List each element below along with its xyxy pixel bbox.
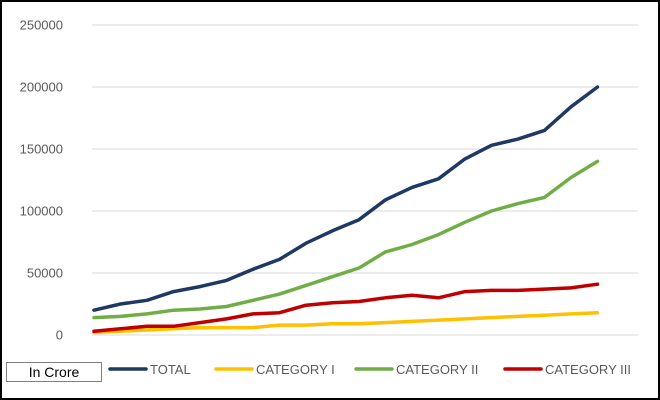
series-line-category-i (92, 310, 600, 335)
unit-label: In Crore (6, 362, 102, 382)
series-line-category-ii (92, 159, 600, 320)
gridlines (92, 24, 638, 336)
y-tick-label: 50000 (27, 266, 63, 281)
legend-label-category-iii: CATEGORY III (545, 362, 631, 377)
legend-label-total: TOTAL (150, 362, 191, 377)
y-tick-label: 200000 (20, 80, 63, 95)
y-tick-label: 0 (56, 328, 63, 343)
y-tick-label: 250000 (20, 18, 63, 33)
series-line-total (92, 85, 600, 312)
legend-label-category-i: CATEGORY I (256, 362, 335, 377)
y-tick-label: 150000 (20, 142, 63, 157)
series-line-category-iii (92, 282, 600, 334)
legend: TOTAL CATEGORY I CATEGORY II CATEGORY III (108, 362, 631, 377)
series-lines (92, 85, 600, 335)
y-axis-tick-labels: 0 50000 100000 150000 200000 250000 (20, 18, 63, 343)
legend-label-category-ii: CATEGORY II (396, 362, 478, 377)
y-tick-label: 100000 (20, 204, 63, 219)
